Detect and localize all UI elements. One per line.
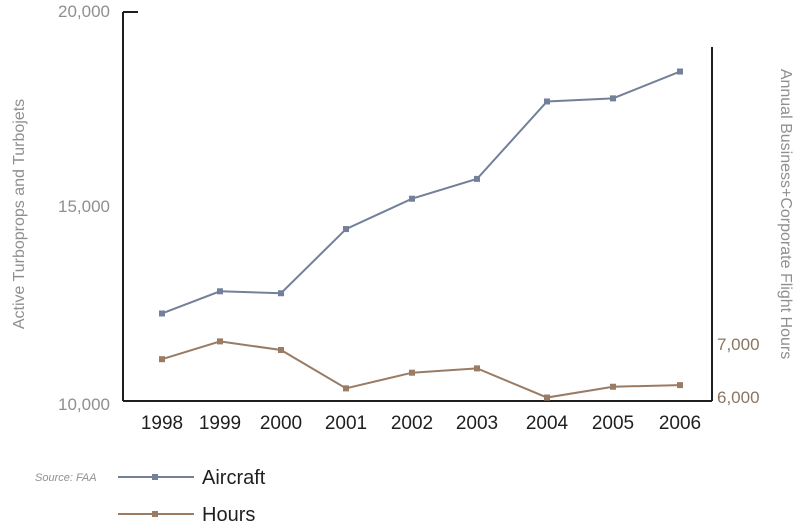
legend-hours-label: Hours bbox=[202, 504, 255, 526]
hours-point bbox=[610, 383, 616, 390]
aircraft-point bbox=[610, 95, 616, 102]
hours-point bbox=[677, 382, 683, 389]
left-y-tick-label: 20,000 bbox=[58, 2, 110, 21]
aircraft-point bbox=[474, 175, 480, 182]
hours-series-line bbox=[161, 340, 681, 399]
x-tick-label: 2000 bbox=[260, 413, 302, 434]
x-tick-label: 2006 bbox=[659, 413, 701, 434]
left-y-axis-title: Active Turboprops and Turbojets bbox=[11, 99, 28, 329]
hours-point bbox=[409, 369, 415, 376]
right-y-tick-label: 7,000 bbox=[717, 335, 760, 354]
aircraft-point bbox=[217, 288, 223, 295]
x-tick-labels: 1998 1999 2000 2001 2002 2003 2004 2005 2006 bbox=[141, 413, 701, 434]
hours-point bbox=[159, 356, 165, 363]
x-tick-label: 2004 bbox=[526, 413, 569, 434]
x-tick-label: 1998 bbox=[141, 413, 183, 434]
source-note: Source: FAA bbox=[35, 472, 97, 484]
legend-hours-marker bbox=[152, 511, 158, 517]
hours-point bbox=[278, 347, 284, 354]
series-layer bbox=[159, 68, 683, 401]
legend-aircraft-label: Aircraft bbox=[202, 467, 266, 489]
left-y-tick-label: 10,000 bbox=[58, 395, 110, 414]
right-y-axis-title: Annual Business+Corporate Flight Hours bbox=[777, 69, 794, 359]
aircraft-point bbox=[159, 310, 165, 317]
x-tick-label: 2003 bbox=[456, 413, 498, 434]
hours-point bbox=[217, 338, 223, 345]
axes-group: Active Turboprops and Turbojets Annual B… bbox=[11, 2, 794, 414]
x-tick-label: 2001 bbox=[325, 413, 367, 434]
aircraft-point bbox=[343, 226, 349, 233]
aircraft-point bbox=[544, 98, 550, 105]
hours-point bbox=[544, 394, 550, 401]
aircraft-point bbox=[278, 290, 284, 297]
hours-point bbox=[343, 385, 349, 392]
aircraft-series-line bbox=[161, 70, 681, 315]
left-y-tick-label: 15,000 bbox=[58, 197, 110, 216]
aircraft-point bbox=[409, 195, 415, 202]
x-tick-label: 2002 bbox=[391, 413, 433, 434]
x-tick-label: 2005 bbox=[592, 413, 634, 434]
aircraft-point bbox=[677, 68, 683, 75]
legend: Source: FAA Aircraft Hours bbox=[35, 467, 266, 526]
hours-point bbox=[474, 365, 480, 372]
right-y-tick-label: 6,000 bbox=[717, 388, 760, 407]
x-tick-label: 1999 bbox=[199, 413, 241, 434]
legend-aircraft-marker bbox=[152, 474, 158, 480]
